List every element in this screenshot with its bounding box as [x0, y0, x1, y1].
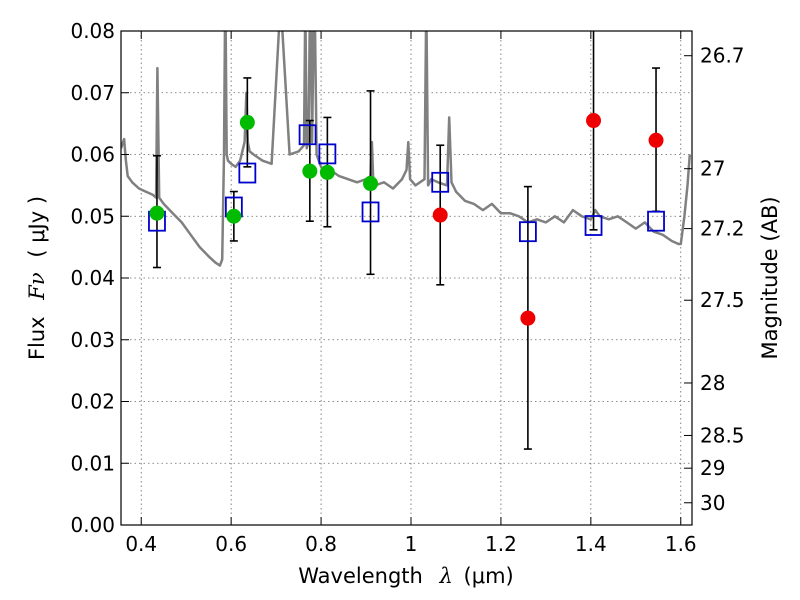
- y-tick-label-6: 0.06: [70, 143, 115, 167]
- y2-tick-label-4: 28: [700, 371, 725, 395]
- y2-tick-label-6: 29: [700, 456, 725, 480]
- circle-marker-1-5: [363, 176, 379, 192]
- circle-marker-2-2: [586, 113, 602, 129]
- x-axis-title: Wavelength λ (μm): [298, 564, 513, 588]
- x-tick-label-3: 1: [405, 532, 418, 556]
- grid: [121, 30, 692, 526]
- square-marker-5: [361, 201, 380, 223]
- y-tick-label-5: 0.05: [70, 204, 115, 228]
- y2-axis-title: Magnitude (AB): [758, 196, 782, 359]
- square-marker-3: [298, 124, 317, 146]
- y-axis-title-unit: ( μJy ): [25, 196, 49, 258]
- circle-marker-1-0: [149, 205, 165, 221]
- x-tick-label-6: 1.6: [665, 532, 697, 556]
- y-tick-label-1: 0.01: [70, 451, 115, 475]
- data-markers: [148, 113, 665, 326]
- y-axis-title-symbol: Fν: [25, 272, 49, 301]
- x-axis-title-symbol: λ: [439, 564, 453, 588]
- circle-marker-1-3: [302, 163, 318, 179]
- x-axis-title-text: Wavelength: [298, 564, 423, 588]
- x-tick-label-5: 1.4: [575, 532, 607, 556]
- circle-marker-2-3: [648, 132, 664, 148]
- y2-tick-label-2: 27.2: [700, 217, 745, 241]
- square-marker-2: [238, 162, 257, 184]
- y-axis-title: Flux Fν ( μJy ): [25, 196, 49, 360]
- y2-tick-label-1: 27: [700, 157, 725, 181]
- square-marker-9: [647, 210, 665, 232]
- x-tick-label-4: 1.2: [485, 532, 517, 556]
- x-tick-label-1: 0.6: [215, 532, 247, 556]
- y-tick-label-8: 0.08: [70, 19, 115, 43]
- circle-marker-1-2: [239, 114, 255, 130]
- axis-ticks: 0.4 0.6 0.8 1 1.2 1.4 1.6 0.00 0.01 0.02 0.03 0.04 0…: [70, 19, 744, 556]
- y-tick-label-0: 0.00: [70, 513, 115, 537]
- square-marker-4: [318, 143, 337, 165]
- x-tick-label-0: 0.4: [125, 532, 157, 556]
- y2-tick-label-5: 28.5: [700, 423, 745, 447]
- circle-marker-1-4: [319, 164, 335, 180]
- square-marker-6: [431, 171, 450, 193]
- circle-marker-1-1: [226, 208, 242, 224]
- circle-marker-2-1: [520, 310, 536, 326]
- y-tick-label-4: 0.04: [70, 266, 115, 290]
- spectrum-line: [121, 31, 692, 267]
- y-axis-title-text: Flux: [25, 316, 49, 360]
- square-marker-8: [584, 215, 603, 236]
- y-tick-label-7: 0.07: [70, 81, 115, 105]
- x-tick-label-2: 0.8: [305, 532, 337, 556]
- y-tick-label-3: 0.03: [70, 328, 115, 352]
- y-tick-label-2: 0.02: [70, 390, 115, 414]
- circle-marker-2-0: [432, 207, 448, 223]
- x-axis-title-unit: (μm): [464, 564, 514, 588]
- y2-tick-label-0: 26.7: [700, 44, 745, 68]
- square-marker-7: [518, 221, 537, 243]
- y2-tick-label-7: 30: [700, 491, 725, 515]
- error-bars: [152, 31, 661, 450]
- y2-tick-label-3: 27.5: [700, 288, 745, 312]
- spectrum-series: [121, 31, 692, 267]
